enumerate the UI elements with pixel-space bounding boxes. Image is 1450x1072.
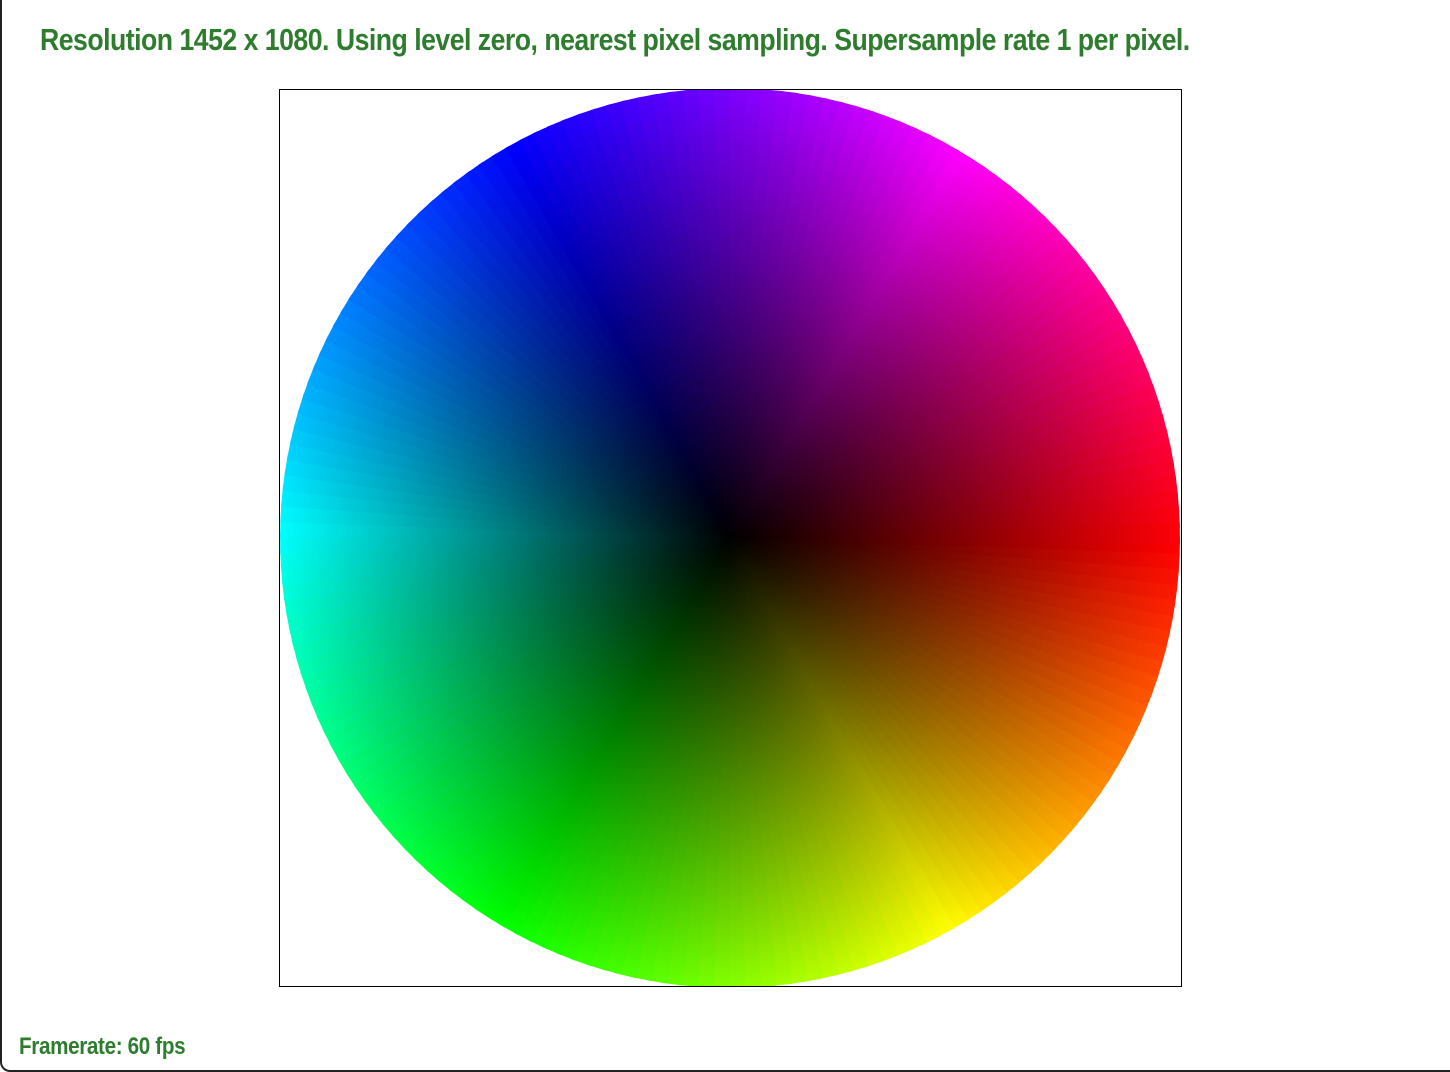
framerate-label: Framerate: 60 fps xyxy=(19,1033,186,1060)
status-title: Resolution 1452 x 1080. Using level zero… xyxy=(40,22,1190,57)
color-wheel-shading xyxy=(280,90,1180,986)
color-wheel xyxy=(280,90,1180,986)
render-viewport[interactable] xyxy=(279,89,1182,987)
